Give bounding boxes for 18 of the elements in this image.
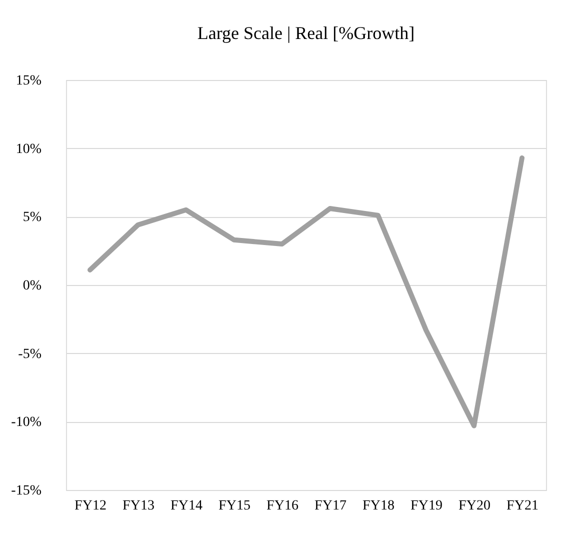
y-tick-label: 0% <box>22 278 42 294</box>
y-tick-label: 5% <box>22 210 42 226</box>
x-tick-label: FY17 <box>314 498 346 514</box>
y-tick-label: -10% <box>11 415 42 430</box>
x-tick-label: FY13 <box>122 498 154 514</box>
x-tick-label: FY19 <box>410 498 442 514</box>
x-tick-label: FY12 <box>74 498 106 514</box>
x-tick-label: FY16 <box>266 498 298 514</box>
x-tick-label: FY14 <box>170 498 202 514</box>
x-tick-label: FY18 <box>362 498 394 514</box>
y-tick-label: 10% <box>16 142 42 157</box>
y-tick-label: -15% <box>11 484 42 498</box>
x-tick-label: FY20 <box>458 498 490 514</box>
chart-title: Large Scale | Real [%Growth] <box>197 23 415 43</box>
y-tick-label: 15% <box>16 74 42 88</box>
x-tick-label: FY15 <box>218 498 250 514</box>
x-tick-label: FY21 <box>506 498 538 514</box>
y-tick-label: -5% <box>18 346 42 362</box>
